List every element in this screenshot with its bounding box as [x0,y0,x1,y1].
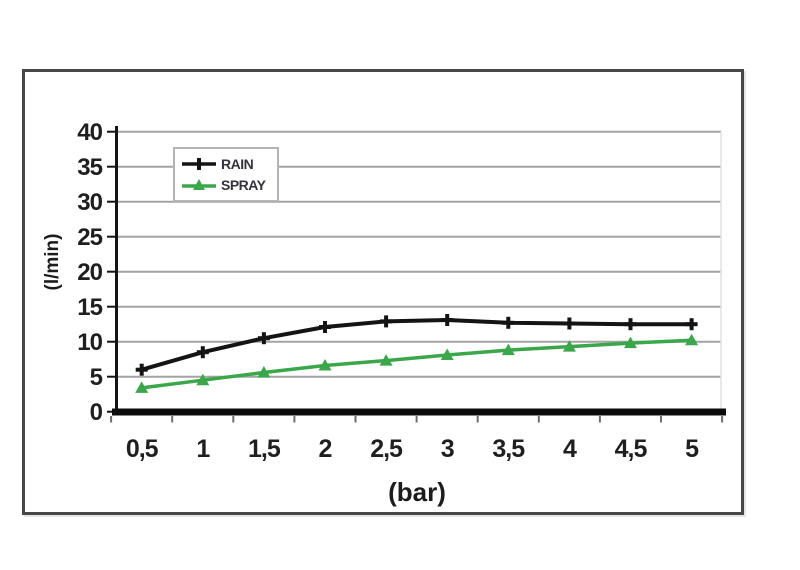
x-tick-label: 2,5 [370,435,403,463]
spray-marker [562,340,576,352]
y-tick-label: 40 [77,119,102,146]
x-axis-title: (bar) [388,477,446,507]
spray-marker [196,373,210,386]
y-axis-title: (l/min) [42,234,63,291]
spray-marker [440,348,454,360]
spray-series-line [139,338,694,390]
y-tick-label: 20 [77,259,102,286]
x-tick-label: 2 [319,435,332,463]
legend-item-rain: RAIN [181,155,277,173]
chart-frame [22,69,744,515]
spray-marker [135,381,149,393]
x-tick-label: 1 [196,435,210,463]
legend-item-spray: SPRAY [181,176,277,194]
x-tick-label: 0,5 [126,435,159,463]
x-axis-bar [112,408,726,416]
x-tick-label: 5 [685,435,699,463]
y-tick-label: 0 [90,399,103,426]
spray-marker [685,333,699,346]
x-tick-label: 3 [441,435,454,463]
legend-label-spray: SPRAY [221,177,266,193]
spray-marker [318,359,332,371]
x-tick-label: 1,5 [248,435,281,463]
spray-marker [379,354,393,366]
rain-series-line [139,318,694,372]
y-tick-label: 5 [90,364,103,391]
legend-label-rain: RAIN [221,156,254,172]
y-tick-label: 10 [77,329,102,356]
x-tick-label: 3,5 [492,435,525,463]
y-tick-label: 15 [77,294,102,321]
x-tick-label: 4,5 [615,435,648,463]
spray-marker [501,343,515,356]
spray-marker [624,336,637,349]
spray-line-marker-icon [182,179,216,190]
legend: RAIN SPRAY [173,147,279,202]
x-tick-label: 4 [563,435,577,463]
y-tick-label: 25 [77,224,102,251]
y-tick-label: 35 [77,154,102,181]
y-tick-label: 30 [77,189,102,216]
rain-line-marker-icon [182,158,216,170]
spray-marker [257,366,271,378]
